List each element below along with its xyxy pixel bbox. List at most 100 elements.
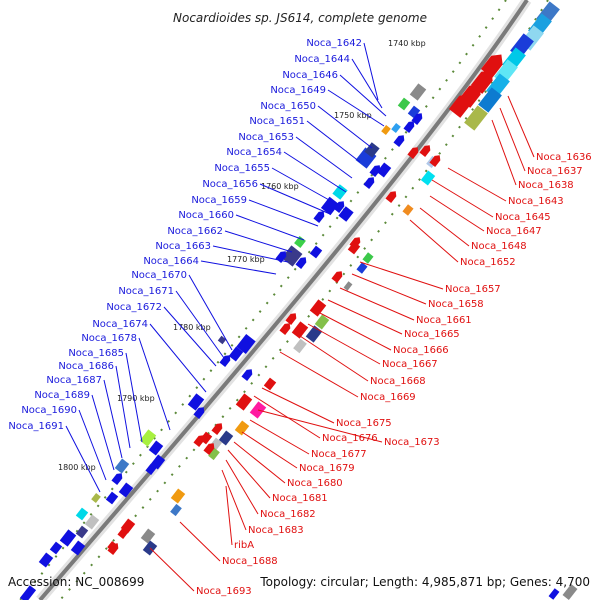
gene-feature[interactable] [381,125,391,135]
gene-arrow[interactable] [111,471,124,485]
gene-label[interactable]: Noca_1645 [495,212,551,223]
gene-label[interactable]: Noca_1663 [155,241,211,252]
gene-label[interactable]: Noca_1657 [445,284,501,295]
gene-feature[interactable] [407,105,421,119]
gene-arrow[interactable] [145,461,158,475]
gene-label[interactable]: Noca_1665 [404,329,460,340]
gene-label[interactable]: Noca_1685 [68,348,124,359]
gene-feature[interactable] [293,338,307,354]
gene-label[interactable]: Noca_1636 [536,152,592,163]
gene-label[interactable]: Noca_1644 [294,54,350,65]
gene-feature[interactable] [170,503,182,517]
gene-arrow[interactable] [107,541,120,555]
gene-feature[interactable] [294,235,306,249]
gene-label[interactable]: ribA [234,540,254,551]
gene-label[interactable]: Noca_1679 [299,463,355,474]
gene-feature[interactable] [464,105,488,131]
gene-feature[interactable] [320,196,340,216]
gene-arrow[interactable] [411,111,424,125]
gene-feature[interactable] [305,325,323,343]
gene-feature[interactable] [38,552,54,568]
gene-arrow[interactable] [419,143,432,157]
gene-feature[interactable] [402,204,414,216]
gene-feature[interactable] [234,420,250,436]
gene-arrow[interactable] [331,269,344,283]
gene-label[interactable]: Noca_1652 [460,257,516,268]
gene-feature[interactable] [309,245,323,259]
gene-feature[interactable] [309,299,327,317]
gene-label[interactable]: Noca_1671 [118,286,174,297]
gene-label[interactable]: Noca_1688 [222,556,278,567]
gene-arrow[interactable] [295,255,308,269]
gene-feature[interactable] [70,540,86,556]
gene-arrow[interactable] [448,90,475,118]
gene-arrow[interactable] [429,153,442,167]
gene-label[interactable]: Noca_1653 [238,132,294,143]
gene-arrow[interactable] [117,525,130,539]
gene-arrow[interactable] [193,433,206,447]
gene-feature[interactable] [118,482,134,498]
gene-arrow[interactable] [285,311,298,325]
gene-arrow[interactable] [407,145,420,159]
gene-feature[interactable] [114,458,130,474]
gene-feature[interactable] [391,123,401,133]
gene-label[interactable]: Noca_1664 [143,256,199,267]
gene-feature[interactable] [291,321,309,339]
gene-label[interactable]: Noca_1690 [21,405,77,416]
gene-label[interactable]: Noca_1667 [382,359,438,370]
gene-label[interactable]: Noca_1659 [191,195,247,206]
gene-label[interactable]: Noca_1680 [287,478,343,489]
gene-arrow[interactable] [403,119,416,133]
gene-label[interactable]: Noca_1655 [214,163,270,174]
gene-feature[interactable] [217,335,227,345]
gene-label[interactable]: Noca_1637 [527,166,583,177]
gene-feature[interactable] [362,252,374,264]
gene-feature[interactable] [187,393,205,411]
gene-feature[interactable] [343,281,353,291]
gene-feature[interactable] [140,528,156,544]
gene-feature[interactable] [314,314,330,330]
gene-label[interactable]: Noca_1651 [249,116,305,127]
gene-feature[interactable] [228,346,244,362]
gene-label[interactable]: Noca_1647 [486,226,542,237]
gene-feature[interactable] [59,529,77,547]
gene-label[interactable]: Noca_1646 [282,70,338,81]
gene-label[interactable]: Noca_1673 [384,437,440,448]
gene-label[interactable]: Noca_1643 [508,196,564,207]
gene-feature[interactable] [236,334,256,354]
gene-label[interactable]: Noca_1689 [34,390,90,401]
gene-feature[interactable] [548,588,560,600]
gene-feature[interactable] [91,493,101,503]
gene-label[interactable]: Noca_1682 [260,509,316,520]
gene-feature[interactable] [356,262,368,274]
gene-feature[interactable] [332,184,348,200]
gene-label[interactable]: Noca_1681 [272,493,328,504]
gene-label[interactable]: Noca_1693 [196,586,252,597]
gene-label[interactable]: Noca_1668 [370,376,426,387]
gene-label[interactable]: Noca_1683 [248,525,304,536]
gene-arrow[interactable] [279,321,292,335]
gene-label[interactable]: Noca_1670 [131,270,187,281]
gene-label[interactable]: Noca_1661 [416,315,472,326]
gene-label[interactable]: Noca_1658 [428,299,484,310]
gene-label[interactable]: Noca_1691 [8,421,64,432]
gene-arrow[interactable] [211,421,224,435]
gene-feature[interactable] [263,377,277,391]
gene-arrow[interactable] [203,441,216,455]
gene-feature[interactable] [376,162,392,178]
gene-label[interactable]: Noca_1675 [336,418,392,429]
gene-label[interactable]: Noca_1669 [360,392,416,403]
gene-arrow[interactable] [313,209,326,223]
gene-label[interactable]: Noca_1642 [306,38,362,49]
gene-feature[interactable] [397,97,411,111]
gene-feature[interactable] [148,440,164,456]
gene-feature[interactable] [75,525,89,539]
gene-feature[interactable] [364,142,380,158]
gene-feature[interactable] [139,429,157,447]
gene-feature[interactable] [49,541,63,555]
gene-label[interactable]: Noca_1656 [202,179,258,190]
gene-feature[interactable] [409,83,427,101]
gene-feature[interactable] [19,585,37,600]
gene-label[interactable]: Noca_1687 [46,375,102,386]
gene-label[interactable]: Noca_1638 [518,180,574,191]
